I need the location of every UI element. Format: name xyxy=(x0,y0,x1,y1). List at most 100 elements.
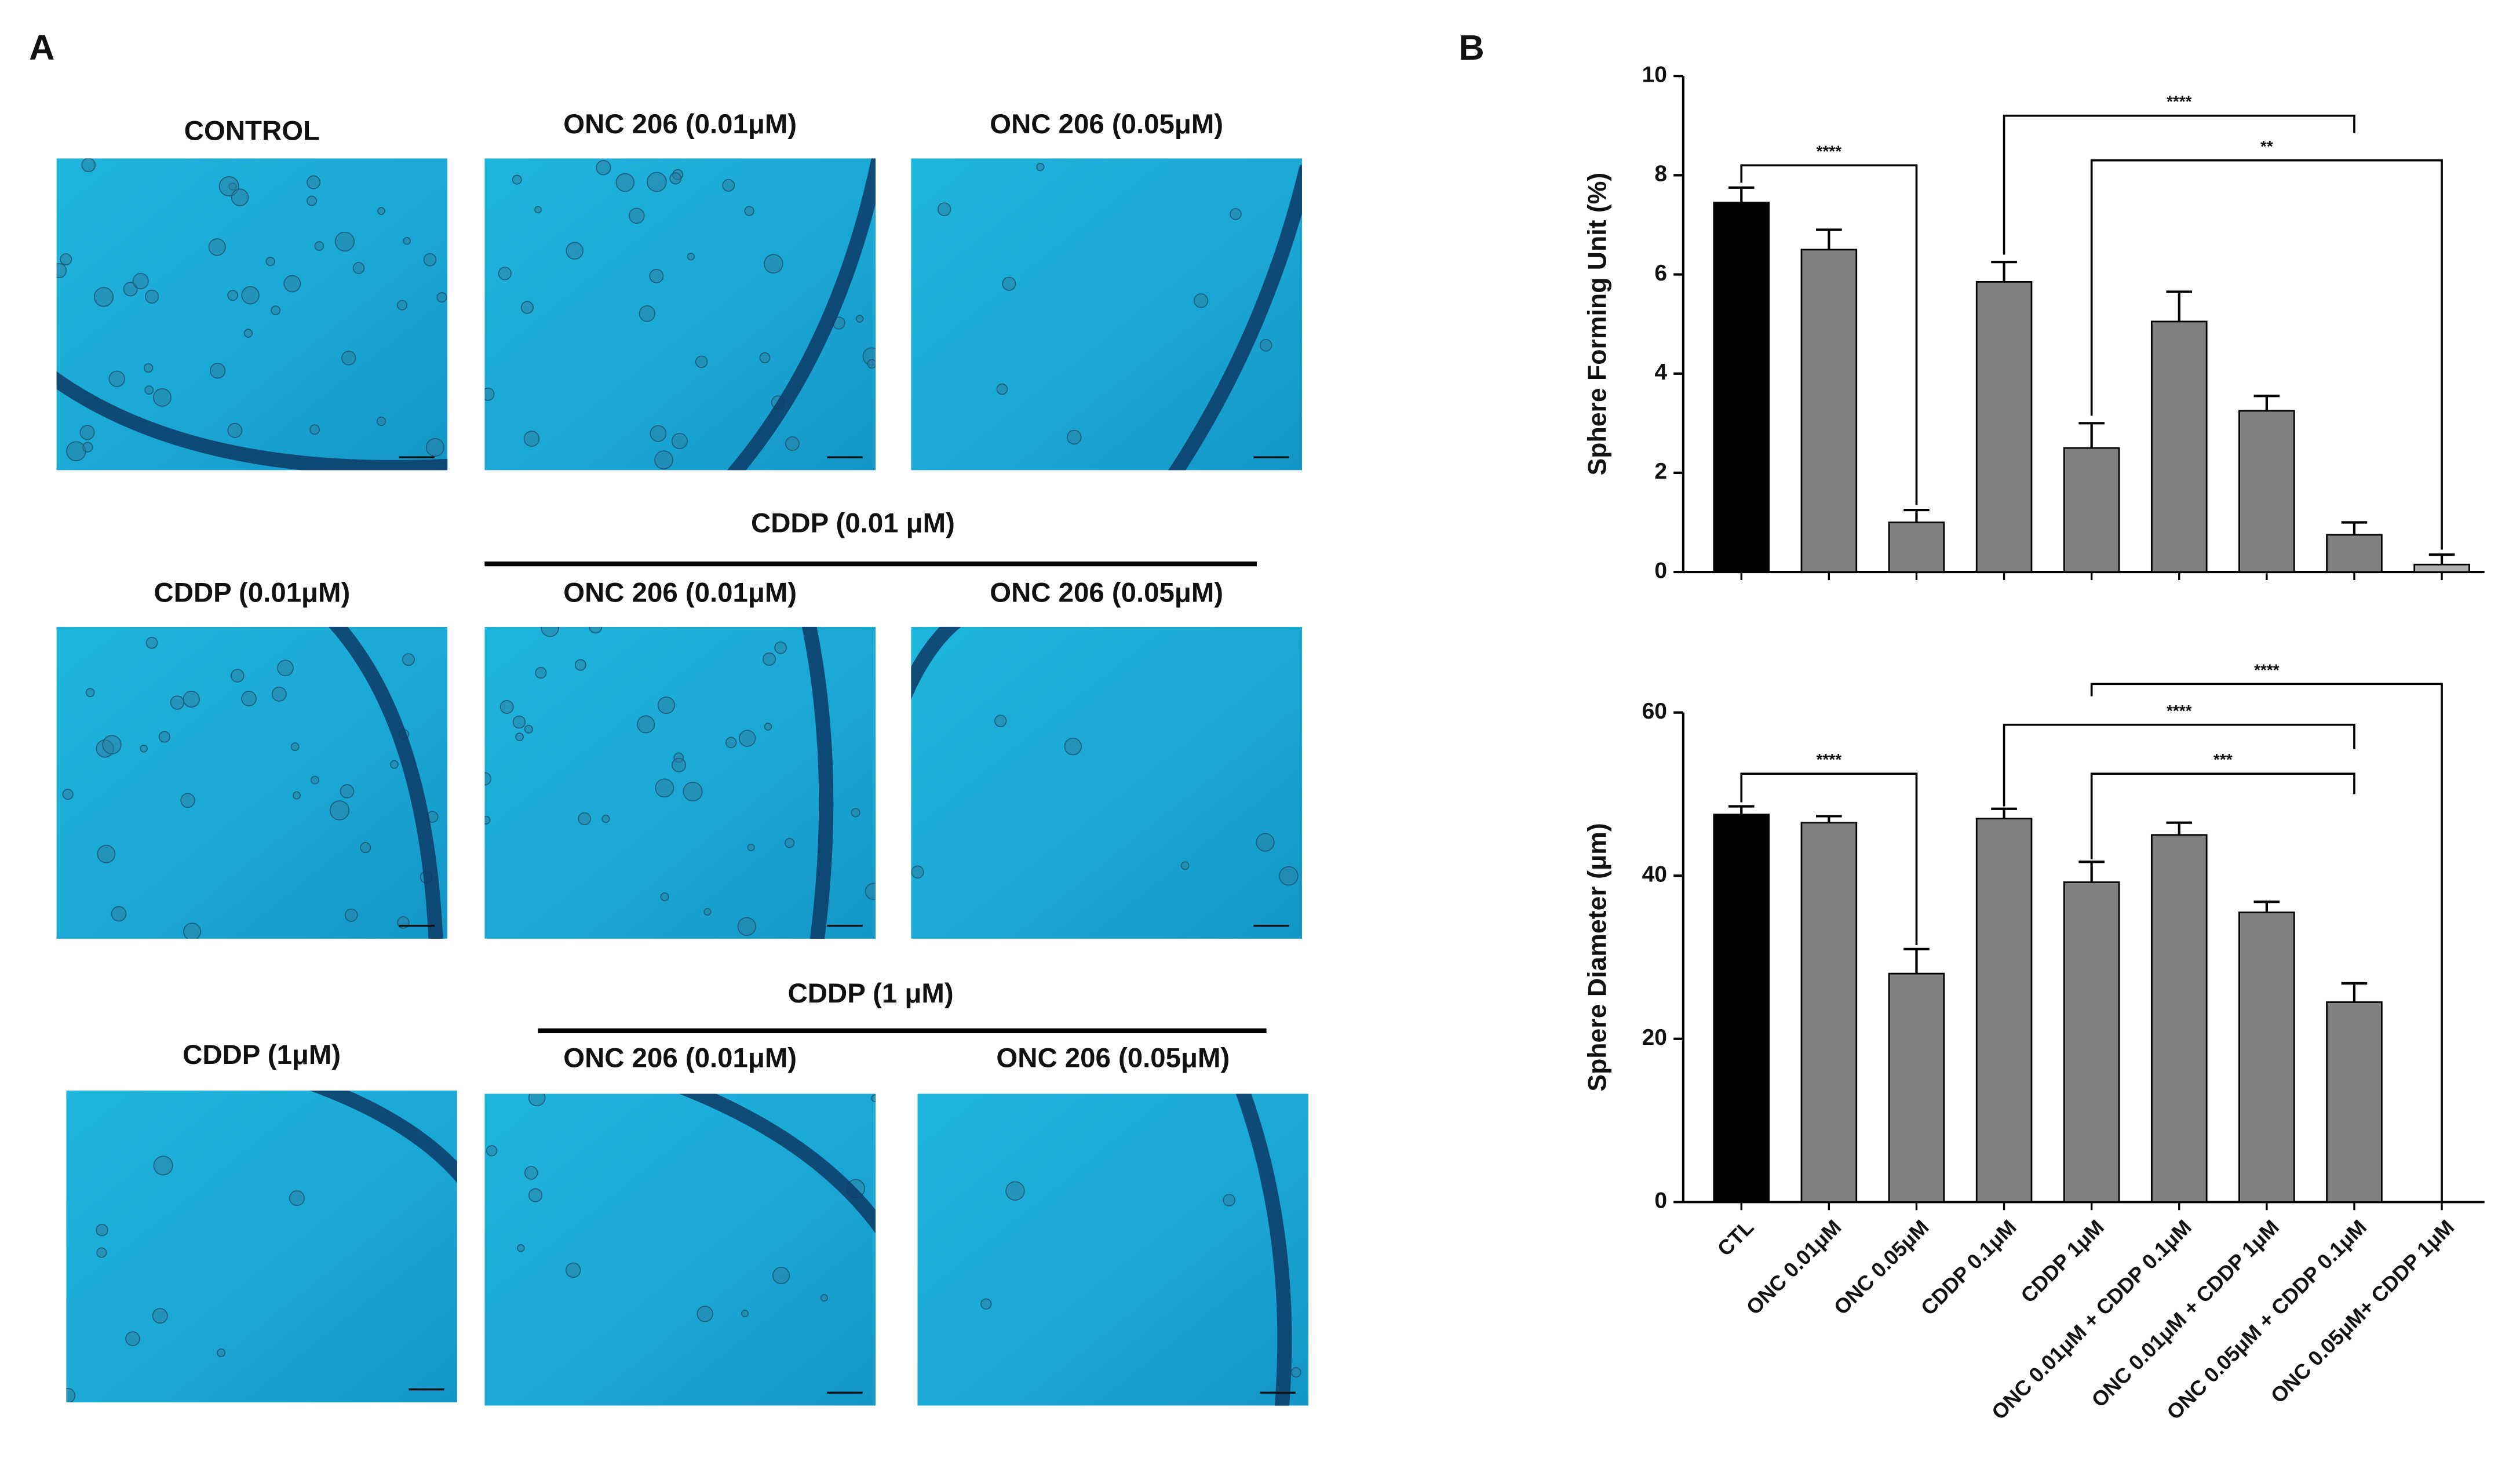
cell xyxy=(377,207,385,215)
error-bar xyxy=(2428,553,2455,565)
micrograph-content xyxy=(911,158,1302,471)
cell xyxy=(231,188,249,206)
cell xyxy=(820,1294,828,1302)
cell xyxy=(85,688,95,698)
cell xyxy=(534,206,542,214)
micrograph-title: ONC 206 (0.05μM) xyxy=(996,1043,1230,1074)
cell xyxy=(772,1267,790,1285)
cell xyxy=(484,815,491,825)
cell xyxy=(696,1306,713,1322)
cell xyxy=(589,626,603,634)
cell xyxy=(647,172,667,192)
micrograph-bg xyxy=(917,1093,1309,1406)
cell xyxy=(140,744,148,753)
cell xyxy=(227,422,243,438)
x-tick-label: ONC 0.01μM + CDDP 1μM xyxy=(2087,1215,2284,1412)
cell xyxy=(143,363,154,373)
cell xyxy=(671,433,688,450)
bar xyxy=(1975,818,2033,1203)
cell xyxy=(655,778,674,798)
bar xyxy=(2150,834,2208,1203)
cell xyxy=(344,908,358,922)
micrograph-content xyxy=(56,626,448,939)
cell xyxy=(759,352,771,363)
cell xyxy=(334,231,355,251)
cell xyxy=(1036,163,1045,172)
cell xyxy=(108,370,125,388)
bar xyxy=(2238,410,2295,573)
micrograph-bg xyxy=(56,626,448,939)
cell xyxy=(703,907,712,916)
significance-label: **** xyxy=(1817,142,1842,160)
y-tick-label: 0 xyxy=(1654,558,1667,583)
cell xyxy=(329,800,350,821)
cell xyxy=(271,686,287,702)
cell xyxy=(515,732,524,741)
error-bar xyxy=(2341,521,2368,535)
dish-edge xyxy=(911,626,961,699)
cell xyxy=(183,690,200,708)
cell xyxy=(1223,1194,1235,1206)
cell xyxy=(739,730,756,747)
micrograph xyxy=(917,1093,1309,1406)
cell xyxy=(307,175,321,189)
cell xyxy=(283,275,301,293)
cell xyxy=(980,1298,992,1310)
y-tick-label: 2 xyxy=(1654,459,1667,484)
y-tick-label: 20 xyxy=(1642,1025,1667,1050)
cell xyxy=(649,268,664,283)
bar xyxy=(1888,972,1945,1203)
cell xyxy=(784,838,795,848)
cell xyxy=(535,666,547,679)
cell xyxy=(629,207,645,224)
micrograph-bg xyxy=(911,626,1302,939)
bar xyxy=(1800,249,1858,573)
cell xyxy=(722,178,735,192)
y-tick-label: 40 xyxy=(1642,862,1667,887)
cell xyxy=(937,202,951,216)
error-bar xyxy=(2078,422,2105,449)
cell xyxy=(152,1308,168,1324)
y-tick-label: 10 xyxy=(1642,63,1667,88)
dish-edge xyxy=(1235,1093,1292,1406)
error-bar xyxy=(1991,807,2017,819)
cell xyxy=(524,1166,538,1180)
cell xyxy=(376,417,386,426)
micrograph-content xyxy=(484,626,876,939)
bar xyxy=(2150,320,2208,573)
cell xyxy=(637,715,655,734)
cell xyxy=(528,1093,546,1107)
micrograph xyxy=(911,158,1302,471)
cell xyxy=(227,290,239,301)
bar xyxy=(2238,912,2295,1203)
cell xyxy=(1064,737,1082,756)
cell xyxy=(741,1310,749,1318)
cell xyxy=(402,653,415,666)
cell xyxy=(277,659,294,677)
cell xyxy=(499,700,514,714)
error-bar xyxy=(2253,395,2280,411)
significance-label: **** xyxy=(2167,702,2192,720)
cell xyxy=(241,286,260,305)
y-axis-label: Sphere Diameter (μm) xyxy=(1584,823,1612,1091)
bar xyxy=(2063,447,2120,573)
panel-label: A xyxy=(29,27,54,67)
cell xyxy=(307,195,317,206)
micrograph-title: ONC 206 (0.01μM) xyxy=(563,578,797,608)
cell xyxy=(311,775,319,785)
cell xyxy=(292,791,301,800)
cell xyxy=(210,363,226,379)
cell xyxy=(855,315,864,323)
cell xyxy=(153,1155,173,1176)
micrograph-title: CDDP (0.01μM) xyxy=(154,578,351,608)
cell xyxy=(1002,276,1016,291)
cell xyxy=(566,242,583,260)
cell xyxy=(1005,1181,1025,1201)
cell xyxy=(390,760,399,769)
cell xyxy=(243,329,253,338)
group-label: CDDP (0.01 μM) xyxy=(751,508,955,539)
error-bar xyxy=(1903,947,1930,974)
micrograph-title: ONC 206 (0.05μM) xyxy=(990,578,1223,608)
bar xyxy=(2063,881,2120,1203)
cell xyxy=(96,1224,108,1237)
